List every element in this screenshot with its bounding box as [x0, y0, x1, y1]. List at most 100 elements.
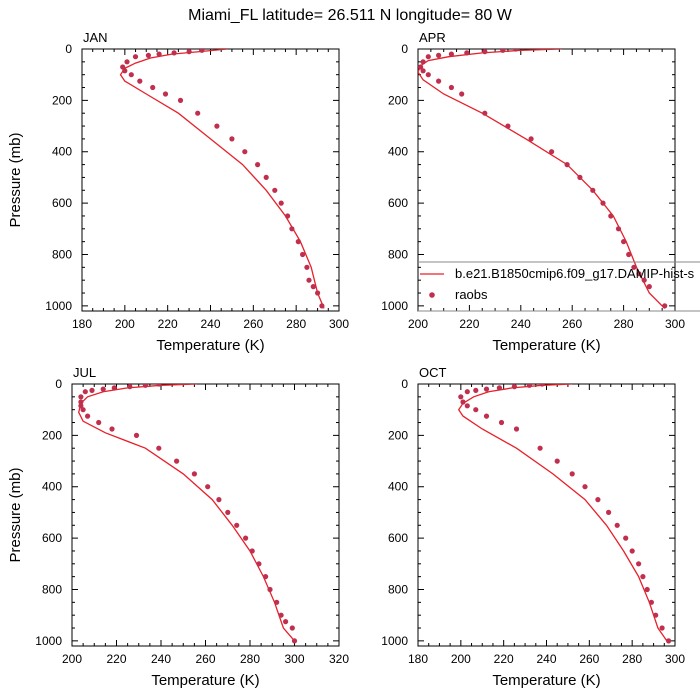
- x-axis-label: Temperature (K): [151, 672, 259, 689]
- raobs-point: [142, 384, 148, 388]
- raobs-point: [436, 78, 442, 84]
- raobs-point: [191, 471, 197, 477]
- raobs-point: [505, 123, 511, 129]
- raobs-point: [278, 200, 284, 206]
- legend-model-label: b.e21.B1850cmip6.f09_g17.DAMIP-hist-s: [455, 266, 695, 281]
- raobs-point: [156, 445, 162, 451]
- y-tick-label: 400: [42, 480, 62, 494]
- raobs-point: [263, 574, 269, 580]
- x-tick-label: 280: [240, 652, 260, 666]
- data-layer: [457, 384, 672, 644]
- raobs-point: [177, 97, 184, 103]
- x-tick-label: 300: [665, 652, 685, 666]
- raobs-point: [150, 84, 156, 91]
- raobs-point: [289, 625, 295, 631]
- x-tick-label: 280: [614, 317, 634, 331]
- raobs-point: [448, 84, 454, 91]
- model-series-line: [119, 49, 325, 309]
- raobs-point: [577, 174, 583, 180]
- raobs-point: [111, 385, 117, 391]
- x-tick-label: 200: [408, 317, 428, 331]
- raobs-point: [243, 535, 249, 541]
- raobs-point: [214, 123, 220, 129]
- raobs-point: [648, 599, 655, 605]
- raobs-point: [199, 49, 205, 53]
- raobs-point: [600, 200, 606, 206]
- raobs-point: [267, 586, 273, 593]
- raobs-point: [263, 174, 269, 180]
- y-tick-label: 1000: [45, 299, 72, 313]
- raobs-point: [109, 426, 115, 432]
- raobs-point: [636, 271, 642, 277]
- y-tick-label: 600: [388, 196, 408, 210]
- raobs-point: [128, 72, 134, 78]
- raobs-point: [137, 78, 143, 84]
- plot-frame: [81, 48, 340, 312]
- legend: b.e21.B1850cmip6.f09_g17.DAMIP-hist-srao…: [418, 261, 700, 312]
- panel-title: JUL: [73, 365, 96, 380]
- y-tick-label: 800: [388, 582, 408, 596]
- model-series-line: [457, 384, 670, 644]
- raobs-point: [162, 91, 169, 97]
- raobs-point: [614, 522, 620, 528]
- raobs-point: [418, 64, 424, 70]
- x-tick-label: 320: [329, 652, 349, 666]
- y-tick-label: 200: [52, 93, 72, 107]
- x-tick-label: 180: [408, 652, 428, 666]
- raobs-point: [554, 458, 560, 464]
- raobs-point: [420, 68, 426, 74]
- model-series-line: [418, 49, 666, 309]
- raobs-point: [615, 226, 622, 232]
- x-tick-label: 200: [115, 317, 135, 331]
- panel-title: JAN: [83, 30, 108, 45]
- figure-title: Miami_FL latitude= 26.511 N longitude= 8…: [188, 7, 513, 24]
- raobs-point: [78, 399, 84, 405]
- raobs-point: [145, 52, 151, 59]
- raobs-point: [482, 110, 488, 116]
- raobs-point: [124, 59, 130, 65]
- raobs-point: [460, 399, 466, 405]
- raobs-point: [511, 384, 517, 390]
- y-tick-label: 400: [388, 145, 408, 159]
- x-axis-label: Temperature (K): [492, 672, 600, 689]
- raobs-point: [537, 445, 543, 451]
- raobs-point: [483, 413, 490, 419]
- raobs-point: [483, 386, 490, 392]
- raobs-point: [174, 458, 180, 464]
- y-axis-label: Pressure (mb): [7, 467, 24, 562]
- raobs-point: [640, 574, 646, 580]
- raobs-point: [606, 509, 612, 515]
- raobs-point: [636, 561, 642, 567]
- x-tick-label: 240: [536, 652, 556, 666]
- raobs-point: [621, 239, 627, 245]
- raobs-point: [186, 49, 192, 55]
- raobs-point: [127, 384, 133, 390]
- raobs-point: [641, 277, 647, 283]
- raobs-point: [89, 387, 95, 393]
- panel-jan: 180 200 220 240 260 280 300 0 200 400 600 800 1000 JA…: [7, 30, 349, 354]
- raobs-point: [319, 303, 325, 309]
- y-tick-label: 800: [388, 247, 408, 261]
- raobs-point: [513, 426, 520, 432]
- raobs-point: [436, 52, 442, 59]
- x-tick-label: 200: [451, 652, 471, 666]
- raobs-point: [78, 403, 84, 409]
- raobs-point: [278, 612, 284, 618]
- y-tick-label: 0: [55, 377, 62, 391]
- raobs-point: [644, 586, 650, 593]
- raobs-point: [122, 68, 128, 74]
- y-axis-label: Pressure (mb): [7, 132, 24, 227]
- x-tick-label: 200: [62, 652, 82, 666]
- raobs-point: [310, 284, 316, 290]
- raobs-point: [595, 497, 601, 503]
- raobs-point: [549, 149, 555, 155]
- raobs-point: [464, 50, 470, 56]
- raobs-point: [205, 484, 211, 490]
- raobs-point: [306, 277, 312, 283]
- raobs-point: [100, 386, 106, 392]
- x-tick-label: 240: [511, 317, 531, 331]
- raobs-point: [216, 497, 222, 503]
- legend-raobs-label: raobs: [455, 287, 488, 302]
- y-tick-label: 600: [52, 196, 72, 210]
